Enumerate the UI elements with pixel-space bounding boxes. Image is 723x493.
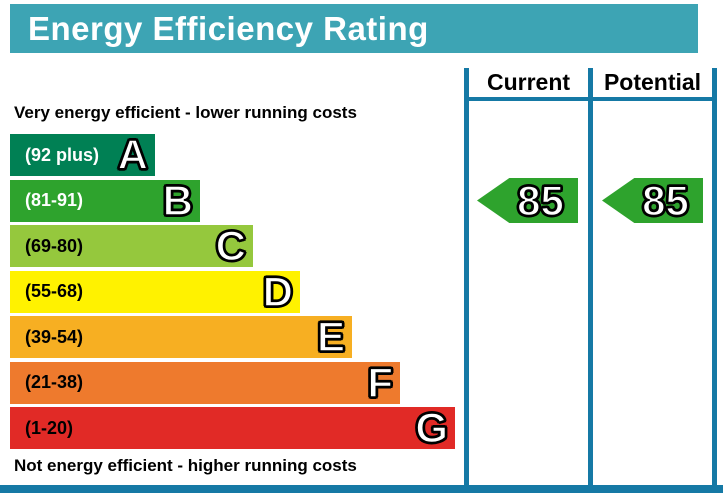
top-caption: Very energy efficient - lower running co… bbox=[14, 103, 357, 122]
band-row-b: (81-91) B bbox=[10, 176, 200, 224]
columns-left-border bbox=[464, 68, 469, 485]
band-letter: G bbox=[415, 404, 449, 451]
title-bar: Energy Efficiency Rating bbox=[10, 4, 698, 53]
column-header-potential: Potential bbox=[603, 69, 702, 95]
bands-container: (92 plus) A (81-91) B (69-80) C (55-68) … bbox=[10, 131, 455, 451]
band-letter: D bbox=[262, 267, 294, 315]
potential-rating-arrow: 85 bbox=[602, 178, 703, 223]
band-row-d: (55-68) D bbox=[10, 267, 300, 315]
band-range-label: (81-91) bbox=[25, 190, 84, 210]
band-row-g: (1-20) G bbox=[10, 404, 455, 451]
band-letter: E bbox=[316, 313, 346, 360]
bottom-bar bbox=[0, 485, 723, 493]
current-rating-arrow: 85 bbox=[477, 178, 578, 223]
band-letter: B bbox=[162, 176, 194, 224]
band-range-label: (55-68) bbox=[25, 281, 84, 301]
band-row-a: (92 plus) A bbox=[10, 131, 155, 178]
band-row-c: (69-80) C bbox=[10, 222, 253, 269]
band-range-label: (92 plus) bbox=[25, 144, 100, 165]
band-range-label: (21-38) bbox=[25, 372, 84, 392]
band-letter: A bbox=[117, 131, 149, 178]
band-range-label: (69-80) bbox=[25, 235, 84, 256]
band-row-e: (39-54) E bbox=[10, 313, 352, 360]
band-letter: F bbox=[367, 358, 394, 406]
bottom-caption: Not energy efficient - higher running co… bbox=[14, 456, 357, 475]
band-row-f: (21-38) F bbox=[10, 358, 400, 406]
page-title: Energy Efficiency Rating bbox=[28, 9, 429, 47]
columns-right-border bbox=[712, 68, 717, 485]
current-rating-value: 85 bbox=[516, 177, 564, 224]
potential-rating-value: 85 bbox=[641, 177, 689, 224]
columns-divider bbox=[588, 68, 593, 485]
column-header-current: Current bbox=[486, 69, 571, 95]
band-range-label: (1-20) bbox=[25, 417, 74, 438]
band-letter: C bbox=[215, 222, 247, 269]
columns-header-underline bbox=[464, 97, 717, 101]
band-range-label: (39-54) bbox=[25, 326, 84, 347]
